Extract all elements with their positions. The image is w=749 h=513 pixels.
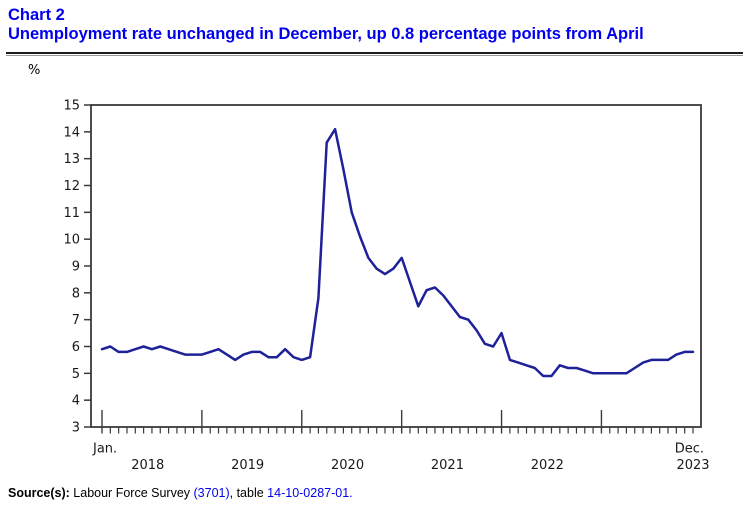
chart-number: Chart 2	[8, 6, 65, 24]
y-axis-tick-label: 4	[72, 394, 80, 409]
y-axis-tick-label: 11	[63, 206, 80, 221]
y-axis-tick-label: 15	[63, 99, 80, 114]
x-axis-year-label: 2018	[131, 458, 164, 473]
y-axis-tick-label: 12	[63, 179, 80, 194]
x-axis-year-label: 2021	[431, 458, 464, 473]
y-axis-tick-label: 10	[63, 233, 80, 248]
table-link[interactable]: 14-10-0287-01.	[267, 486, 353, 500]
x-axis-year-label: 2022	[531, 458, 564, 473]
y-axis-tick-label: 7	[72, 313, 80, 328]
x-axis-year-label: 2019	[231, 458, 264, 473]
survey-link[interactable]: (3701)	[193, 486, 230, 500]
chart-header: Chart 2 Unemployment rate unchanged in D…	[8, 6, 743, 43]
source-separator: , table	[229, 486, 268, 500]
y-axis-tick-label: 8	[72, 286, 80, 301]
y-axis-tick-label: 13	[63, 152, 80, 167]
x-axis-year-label: 2023	[676, 458, 709, 473]
title-divider	[6, 52, 743, 56]
y-axis-tick-label: 6	[72, 340, 80, 355]
data-line	[100, 127, 695, 378]
y-axis-tick-label: 14	[63, 125, 80, 140]
y-axis-tick-label: 5	[72, 367, 80, 382]
source-note: Source(s): Labour Force Survey (3701), t…	[8, 486, 353, 500]
chart-title: Unemployment rate unchanged in December,…	[8, 24, 644, 43]
unemployment-chart: 3 4 5 6 7 8 9 10 11 12 13 14 15 Jan. Dec. 2018 2019 2020 2…	[63, 99, 709, 474]
x-axis-first-month-label: Jan.	[92, 442, 117, 457]
x-axis-year-label: 2020	[331, 458, 364, 473]
source-label: Source(s):	[8, 486, 70, 500]
source-survey-text: Labour Force Survey	[69, 486, 194, 500]
y-axis-tick-label: 3	[72, 421, 80, 436]
x-axis-last-month-label: Dec.	[675, 442, 704, 457]
y-axis-tick-label: 9	[72, 260, 80, 275]
y-axis-unit-label: %	[28, 63, 41, 78]
